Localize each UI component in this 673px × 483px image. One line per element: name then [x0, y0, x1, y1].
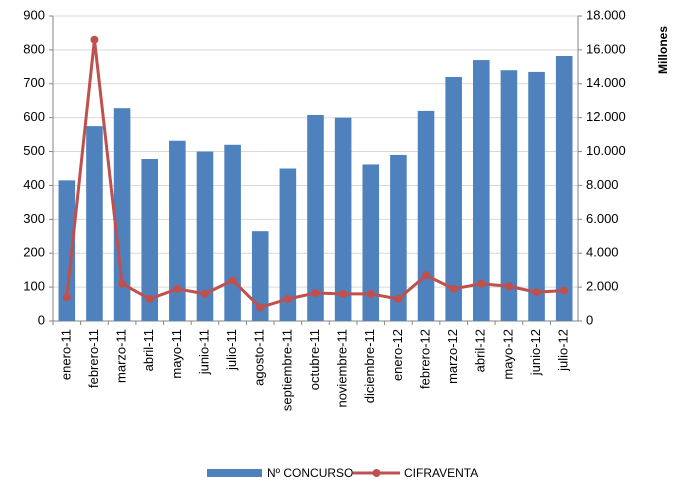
bar [445, 77, 462, 321]
bar [362, 164, 380, 321]
x-tick-label: julio-11 [224, 329, 239, 371]
x-tick-label: abril-12 [473, 329, 488, 372]
y-tick-label: 800 [23, 41, 45, 56]
x-tick-label: diciembre-11 [362, 329, 377, 403]
line-marker [173, 284, 182, 293]
line-marker [118, 279, 127, 288]
bar [169, 140, 186, 321]
y2-tick-label: 0 [586, 312, 593, 327]
line-marker [90, 35, 99, 44]
legend-marker [372, 469, 381, 477]
bar [86, 126, 103, 321]
line-marker [449, 284, 458, 293]
bar [390, 154, 407, 321]
x-tick-label: marzo-11 [114, 329, 129, 383]
line-marker [504, 282, 513, 291]
bar [555, 55, 573, 321]
x-tick-label: junio-12 [528, 329, 543, 376]
line-marker [422, 271, 431, 280]
y-tick-label: 100 [23, 279, 45, 294]
y2-tick-label: 10.000 [586, 143, 626, 158]
x-tick-label: febrero-11 [86, 329, 101, 388]
bar [334, 117, 352, 322]
bar [113, 108, 131, 321]
x-tick-label: noviembre-11 [335, 329, 350, 408]
bar [307, 114, 324, 321]
x-tick-label: enero-12 [390, 329, 405, 381]
line-marker [62, 293, 71, 302]
legend-swatch [207, 469, 262, 477]
x-tick-label: octubre-11 [307, 329, 322, 390]
x-tick-label: marzo-12 [445, 329, 460, 384]
x-tick-label: mayo-12 [500, 329, 515, 380]
bar [279, 168, 297, 321]
legend-item: Nº CONCURSO [207, 466, 353, 480]
y2-tick-label: 14.000 [586, 75, 626, 90]
line-marker [339, 289, 348, 298]
legend-item: CIFRAVENTA [353, 466, 478, 480]
y-tick-label: 0 [38, 312, 45, 327]
y-tick-label: 300 [23, 211, 45, 226]
y2-tick-label: 8.000 [586, 177, 619, 192]
y2-tick-label: 6.000 [586, 211, 619, 226]
y-tick-label: 900 [23, 7, 45, 22]
x-tick-label: enero-11 [58, 329, 73, 380]
line-marker [200, 289, 209, 298]
y-tick-label: 400 [23, 177, 45, 192]
bar [141, 159, 158, 321]
line-marker [560, 286, 569, 295]
x-tick-label: febrero-12 [417, 329, 432, 389]
x-tick-label: julio-12 [556, 329, 571, 372]
line-marker [477, 279, 486, 288]
line-marker [366, 289, 375, 298]
x-tick-label: junio-11 [196, 329, 211, 375]
bar [473, 60, 490, 322]
y2-tick-label: 18.000 [586, 7, 626, 22]
x-tick-label: mayo-11 [169, 329, 184, 379]
line-marker [311, 289, 320, 298]
x-tick-label: septiembre-11 [279, 329, 294, 411]
y2-tick-label: 4.000 [586, 245, 619, 260]
line-marker [283, 294, 292, 303]
bar [224, 144, 241, 321]
line-marker [394, 294, 403, 303]
bar [196, 151, 214, 321]
y-tick-label: 200 [23, 245, 45, 260]
x-tick-label: agosto-11 [252, 329, 267, 386]
y-tick-label: 700 [23, 75, 45, 90]
y-tick-label: 600 [23, 109, 45, 124]
bar [528, 71, 545, 322]
y2-tick-label: 2.000 [586, 279, 619, 294]
line-marker [532, 288, 541, 297]
line-marker [256, 303, 265, 312]
x-tick-label: abril-11 [141, 329, 156, 371]
y2-axis-title: Millones [656, 26, 670, 74]
bar [251, 231, 269, 321]
line-marker [228, 276, 237, 285]
bar [500, 70, 518, 321]
y-tick-label: 500 [23, 143, 45, 158]
y2-tick-label: 12.000 [586, 109, 626, 124]
legend-label: CIFRAVENTA [404, 466, 478, 480]
bar [417, 110, 435, 321]
legend-label: Nº CONCURSO [267, 466, 353, 480]
line-marker [145, 294, 154, 303]
bar [58, 180, 76, 321]
y2-tick-label: 16.000 [586, 41, 626, 56]
